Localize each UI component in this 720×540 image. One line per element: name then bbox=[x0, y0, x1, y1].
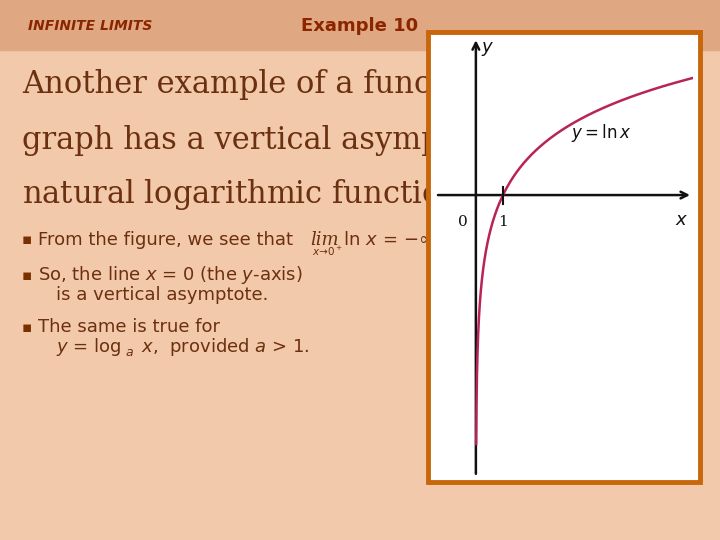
Text: $y = \ln x$: $y = \ln x$ bbox=[571, 122, 631, 144]
Text: The same is true for: The same is true for bbox=[38, 318, 220, 336]
Text: ▪: ▪ bbox=[22, 267, 32, 282]
Text: natural logarithmic function of $y$ = ln $x$.: natural logarithmic function of $y$ = ln… bbox=[22, 178, 637, 213]
Text: 1: 1 bbox=[498, 215, 508, 229]
Text: ln $x$ = $-\infty$.: ln $x$ = $-\infty$. bbox=[338, 231, 439, 249]
Bar bbox=[428, 32, 700, 482]
Text: So, the line $x$ = 0 (the $y$-axis): So, the line $x$ = 0 (the $y$-axis) bbox=[38, 264, 302, 286]
Text: graph has a vertical asymptote is the: graph has a vertical asymptote is the bbox=[22, 125, 597, 156]
Text: $y$ = log: $y$ = log bbox=[56, 336, 122, 358]
Text: Another example of a function whose: Another example of a function whose bbox=[22, 70, 599, 100]
Text: $x\!\to\!0^+$: $x\!\to\!0^+$ bbox=[312, 245, 343, 258]
Text: $a$: $a$ bbox=[125, 347, 134, 360]
Text: $y$: $y$ bbox=[481, 40, 494, 58]
Bar bbox=[0, 0, 720, 50]
Text: $x$: $x$ bbox=[675, 211, 689, 229]
Text: ▪: ▪ bbox=[22, 320, 32, 334]
Text: ▪: ▪ bbox=[22, 233, 32, 247]
Text: $x$,  provided $a$ > 1.: $x$, provided $a$ > 1. bbox=[136, 336, 310, 358]
Text: From the figure, we see that: From the figure, we see that bbox=[38, 231, 299, 249]
Text: Example 10: Example 10 bbox=[302, 17, 418, 35]
Text: INFINITE LIMITS: INFINITE LIMITS bbox=[28, 19, 153, 33]
Text: lim: lim bbox=[310, 231, 338, 249]
Text: is a vertical asymptote.: is a vertical asymptote. bbox=[56, 286, 269, 304]
Text: 0: 0 bbox=[458, 215, 468, 229]
